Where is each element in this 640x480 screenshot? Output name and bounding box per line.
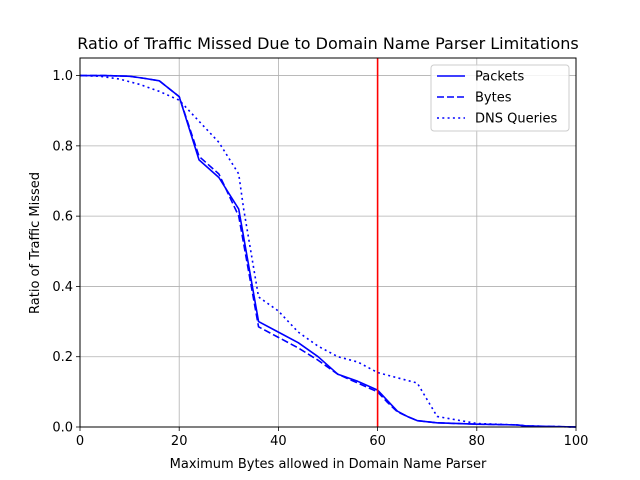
ticks: 0 20 40 60 80 100 0.0 0.2 0.4 0.6 0.8 1.0 bbox=[52, 69, 588, 449]
x-tick-label: 20 bbox=[171, 434, 188, 449]
legend-label: DNS Queries bbox=[475, 112, 558, 127]
x-tick-label: 80 bbox=[469, 434, 486, 449]
axes-frame bbox=[79, 57, 577, 428]
series-line-dns-queries bbox=[79, 74, 577, 428]
x-axis-label: Maximum Bytes allowed in Domain Name Par… bbox=[170, 457, 487, 472]
series-line-bytes bbox=[80, 74, 577, 428]
y-tick-label: 0.6 bbox=[52, 210, 73, 225]
legend: Packets Bytes DNS Queries bbox=[430, 64, 570, 132]
y-tick-label: 0.4 bbox=[52, 280, 73, 295]
x-tick-label: 100 bbox=[564, 434, 589, 449]
legend-box bbox=[430, 64, 570, 132]
grid bbox=[79, 58, 577, 428]
y-tick-label: 0.8 bbox=[52, 139, 73, 154]
y-tick-label: 0.2 bbox=[52, 350, 73, 365]
chart-title: Ratio of Traffic Missed Due to Domain Na… bbox=[77, 34, 578, 53]
series-line-packets bbox=[80, 74, 577, 428]
y-axis-label: Ratio of Traffic Missed bbox=[28, 172, 43, 314]
legend-label: Packets bbox=[475, 70, 525, 85]
x-tick-label: 0 bbox=[76, 434, 84, 449]
x-tick-label: 40 bbox=[270, 434, 287, 449]
plot-area bbox=[79, 58, 577, 428]
y-tick-label: 0.0 bbox=[52, 421, 73, 436]
legend-label: Bytes bbox=[475, 91, 512, 106]
y-tick-label: 1.0 bbox=[52, 69, 73, 84]
x-tick-label: 60 bbox=[369, 434, 386, 449]
